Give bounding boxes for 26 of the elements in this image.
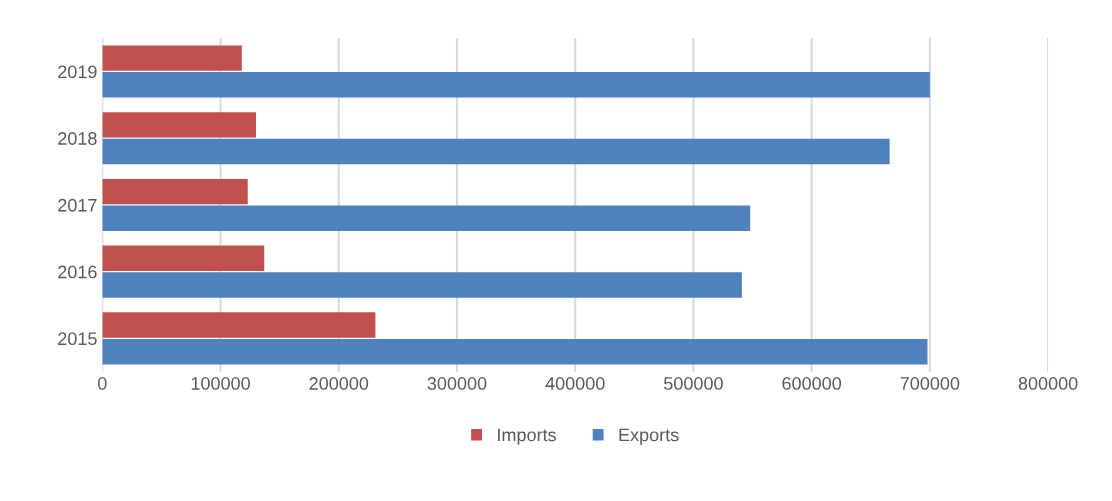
bar <box>102 45 242 71</box>
y-tick-label: 2019 <box>58 65 97 79</box>
x-tick-label: 500000 <box>664 377 723 390</box>
x-tick-label: 100000 <box>191 377 250 390</box>
x-tick-label: 0 <box>97 377 107 390</box>
bar <box>102 272 742 298</box>
y-tick-label: 2018 <box>58 132 97 145</box>
bar <box>102 72 930 98</box>
bar <box>102 312 376 338</box>
bar <box>102 178 248 205</box>
x-tick-label: 300000 <box>427 377 487 390</box>
x-tick-label: 800000 <box>1018 377 1078 390</box>
bar <box>102 205 751 231</box>
legend-label: Exports <box>619 428 679 445</box>
x-tick-label: 700000 <box>900 377 960 390</box>
bar <box>102 245 265 271</box>
x-tick-label: 200000 <box>309 377 369 390</box>
y-tick-label: 2017 <box>58 198 97 212</box>
bar <box>102 138 890 165</box>
y-tick-label: 2016 <box>58 265 97 279</box>
bar <box>102 339 928 365</box>
bar <box>102 112 256 138</box>
x-tick-label: 600000 <box>782 377 842 390</box>
y-tick-label: 2015 <box>58 332 97 346</box>
x-tick-label: 400000 <box>545 377 605 390</box>
legend-label: Imports <box>498 428 556 445</box>
